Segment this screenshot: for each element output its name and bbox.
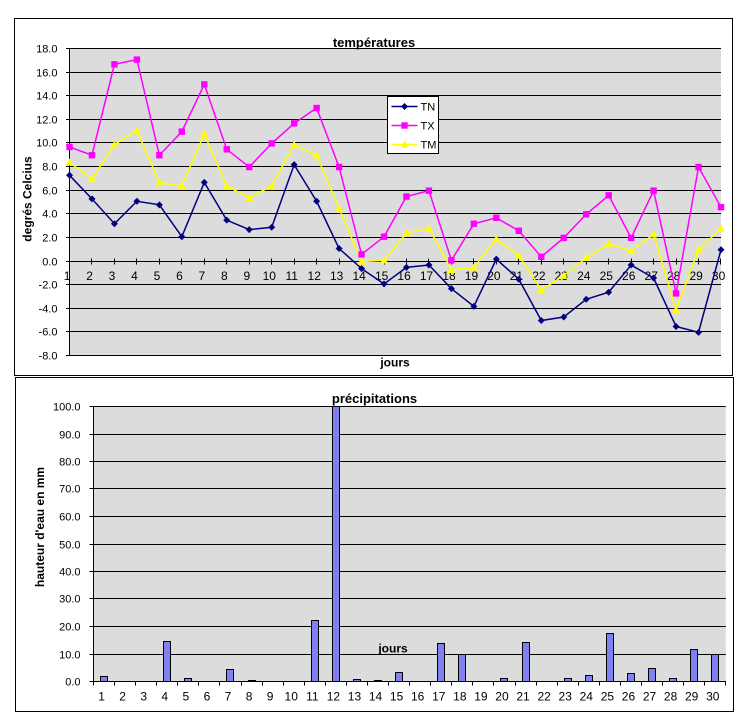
svg-text:100.0: 100.0 — [53, 401, 81, 413]
svg-text:8.0: 8.0 — [42, 161, 57, 173]
svg-text:6: 6 — [204, 689, 211, 703]
svg-text:-2.0: -2.0 — [39, 279, 58, 291]
svg-text:TX: TX — [421, 121, 436, 133]
svg-text:29: 29 — [685, 689, 699, 703]
svg-text:12: 12 — [308, 269, 322, 283]
svg-text:10: 10 — [263, 269, 277, 283]
svg-text:15: 15 — [390, 689, 404, 703]
svg-text:5: 5 — [182, 689, 189, 703]
svg-text:11: 11 — [286, 269, 299, 283]
svg-text:5: 5 — [154, 269, 161, 283]
svg-text:0.0: 0.0 — [65, 676, 80, 688]
svg-text:1: 1 — [98, 689, 105, 703]
svg-text:jours: jours — [379, 356, 410, 370]
svg-text:14.0: 14.0 — [36, 90, 57, 102]
svg-text:degrés Celcius: degrés Celcius — [21, 156, 35, 242]
svg-text:20: 20 — [487, 269, 501, 283]
svg-text:4.0: 4.0 — [42, 208, 57, 220]
svg-text:6: 6 — [176, 269, 183, 283]
svg-text:22: 22 — [532, 269, 546, 283]
svg-text:hauteur d'eau en mm: hauteur d'eau en mm — [33, 467, 47, 587]
svg-text:TM: TM — [421, 140, 437, 152]
svg-text:24: 24 — [580, 689, 594, 703]
svg-text:9: 9 — [243, 269, 250, 283]
svg-text:15: 15 — [375, 269, 389, 283]
svg-text:28: 28 — [667, 269, 681, 283]
svg-text:25: 25 — [600, 269, 614, 283]
svg-text:80.0: 80.0 — [59, 456, 80, 468]
svg-text:25: 25 — [601, 689, 615, 703]
svg-text:-4.0: -4.0 — [39, 303, 58, 315]
svg-text:21: 21 — [510, 269, 524, 283]
svg-text:2: 2 — [86, 269, 93, 283]
svg-text:50.0: 50.0 — [59, 539, 80, 551]
svg-text:90.0: 90.0 — [59, 429, 80, 441]
svg-text:60.0: 60.0 — [59, 511, 80, 523]
svg-text:-8.0: -8.0 — [39, 350, 58, 362]
svg-text:28: 28 — [664, 689, 678, 703]
svg-text:10: 10 — [285, 689, 299, 703]
svg-text:22: 22 — [537, 689, 551, 703]
svg-text:8: 8 — [246, 689, 253, 703]
svg-text:17: 17 — [432, 689, 446, 703]
svg-text:14: 14 — [369, 689, 383, 703]
svg-text:-6.0: -6.0 — [39, 326, 58, 338]
svg-text:12.0: 12.0 — [36, 114, 57, 126]
svg-text:40.0: 40.0 — [59, 566, 80, 578]
svg-text:16.0: 16.0 — [36, 67, 57, 79]
svg-text:7: 7 — [199, 269, 206, 283]
svg-text:23: 23 — [559, 689, 573, 703]
svg-text:21: 21 — [516, 689, 530, 703]
svg-text:26: 26 — [622, 689, 636, 703]
svg-text:2: 2 — [119, 689, 126, 703]
svg-text:19: 19 — [474, 689, 488, 703]
svg-text:14: 14 — [352, 269, 366, 283]
svg-text:4: 4 — [131, 269, 138, 283]
svg-text:0.0: 0.0 — [42, 256, 57, 268]
svg-text:30.0: 30.0 — [59, 593, 80, 605]
svg-text:26: 26 — [622, 269, 636, 283]
svg-text:TN: TN — [421, 102, 436, 114]
svg-text:70.0: 70.0 — [59, 483, 80, 495]
svg-text:2.0: 2.0 — [42, 232, 57, 244]
svg-text:20: 20 — [495, 689, 509, 703]
svg-text:20.0: 20.0 — [59, 621, 80, 633]
svg-text:18: 18 — [453, 689, 467, 703]
svg-text:13: 13 — [330, 269, 344, 283]
svg-text:30: 30 — [706, 689, 720, 703]
svg-text:9: 9 — [267, 689, 274, 703]
svg-text:4: 4 — [161, 689, 168, 703]
svg-text:10.0: 10.0 — [59, 649, 80, 661]
svg-text:3: 3 — [109, 269, 116, 283]
svg-text:17: 17 — [420, 269, 434, 283]
svg-text:précipitations: précipitations — [332, 391, 417, 406]
svg-text:jours: jours — [377, 642, 408, 656]
svg-text:10.0: 10.0 — [36, 137, 57, 149]
svg-text:18.0: 18.0 — [36, 43, 57, 55]
svg-text:27: 27 — [643, 689, 657, 703]
svg-text:8: 8 — [221, 269, 228, 283]
svg-text:12: 12 — [327, 689, 341, 703]
svg-text:13: 13 — [348, 689, 362, 703]
svg-text:températures: températures — [333, 35, 415, 50]
svg-text:11: 11 — [306, 689, 319, 703]
svg-text:29: 29 — [689, 269, 703, 283]
svg-text:16: 16 — [411, 689, 425, 703]
svg-text:7: 7 — [225, 689, 232, 703]
svg-text:6.0: 6.0 — [42, 185, 57, 197]
svg-text:19: 19 — [465, 269, 479, 283]
svg-text:24: 24 — [577, 269, 591, 283]
svg-text:16: 16 — [397, 269, 411, 283]
svg-text:1: 1 — [64, 269, 71, 283]
svg-text:3: 3 — [140, 689, 147, 703]
